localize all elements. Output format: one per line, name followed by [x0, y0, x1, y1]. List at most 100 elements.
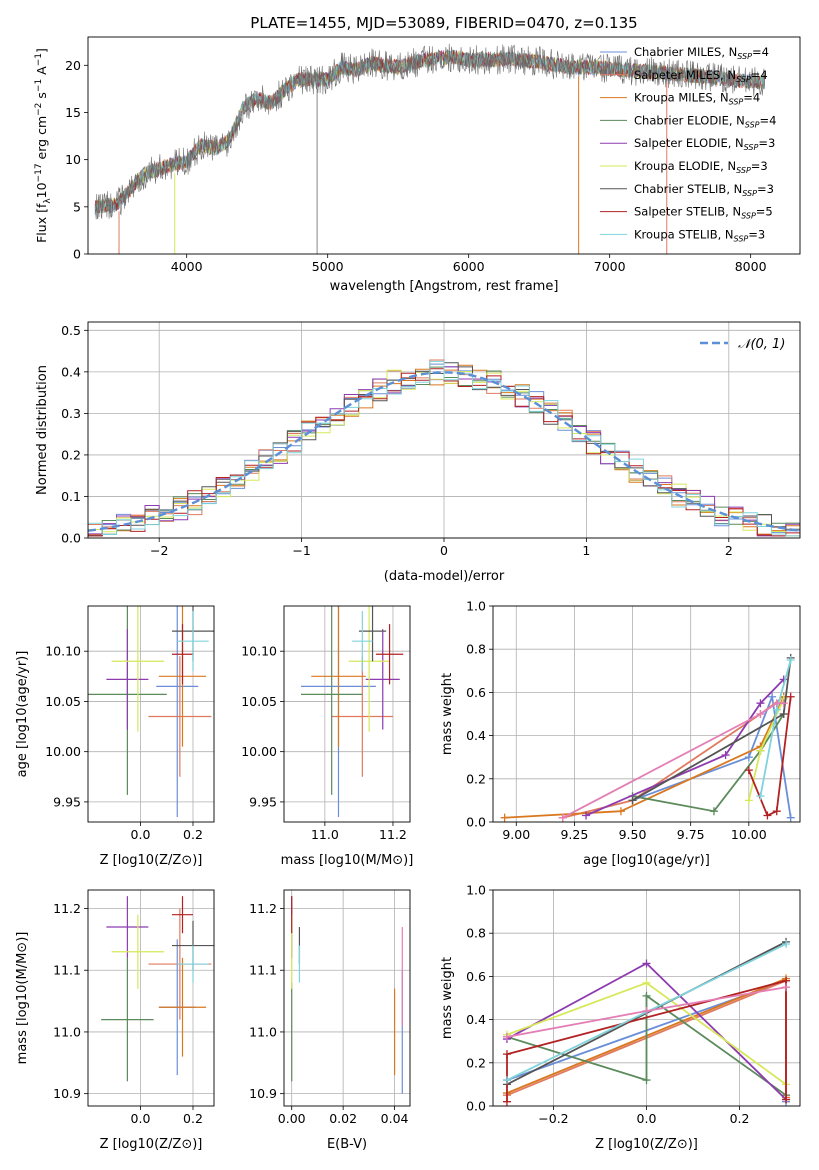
legend-label: Salpeter MILES, NSSP=4: [634, 68, 768, 84]
weight-marker: [502, 1032, 511, 1041]
y-tick-label: 0.3: [61, 406, 81, 421]
y-tick-label: 0.6: [466, 969, 486, 984]
weight-marker: [628, 796, 637, 805]
legend-label: Chabrier ELODIE, NSSP=4: [634, 113, 776, 129]
weight-marker: [756, 699, 765, 708]
weight-marker: [744, 796, 753, 805]
y-tick-label: 5: [73, 199, 81, 214]
weight-marker: [642, 1076, 651, 1085]
y-tick-label: 0.6: [466, 685, 486, 700]
weight-marker: [779, 699, 788, 708]
residual-hist-panel: −2 −1 0 1 2 0.0 0.1 0.2 0.3 0.4 0.5 (data-model)/er…: [35, 321, 801, 584]
weight-marker: [642, 959, 651, 968]
weight-series: [500, 692, 788, 822]
legend-label: Kroupa ELODIE, NSSP=3: [634, 159, 768, 175]
legend: Chabrier MILES, NSSP=4 Salpeter MILES, NS…: [600, 45, 776, 243]
weight-marker: [744, 753, 753, 762]
y-tick-label: 10.05: [241, 694, 277, 709]
x-tick-label: 5000: [312, 259, 344, 274]
observed-spectrum-line: [94, 43, 765, 220]
weight-marker: [502, 1097, 511, 1106]
y-axis-label: age [log10(age/yr)]: [15, 651, 30, 778]
y-tick-label: 0: [73, 247, 81, 262]
weight-marker: [763, 811, 772, 820]
legend-label: Chabrier STELIB, NSSP=3: [634, 182, 774, 198]
error-bar-point: [365, 629, 400, 730]
error-bar-point: [348, 606, 390, 732]
x-tick-label: 10.00: [731, 827, 767, 842]
x-axis-label: Z [log10(Z/Z⊙)]: [595, 1137, 698, 1152]
weight-line: [504, 696, 785, 819]
legend-label: Chabrier MILES, NSSP=4: [634, 45, 769, 61]
y-tick-label: 15: [65, 105, 81, 120]
weight-marker: [642, 978, 651, 987]
spectrum-plot-area: [94, 43, 766, 254]
x-tick-label: −1: [292, 543, 310, 558]
weight-marker: [721, 751, 730, 760]
x-tick-label: 9.00: [502, 827, 530, 842]
x-tick-label: 0.2: [183, 1111, 203, 1126]
weight-series: [582, 675, 788, 820]
error-bar-point: [177, 945, 209, 983]
y-tick-label: 0.0: [466, 1099, 486, 1114]
y-tick-label: 11.2: [53, 901, 81, 916]
y-tick-label: 10: [65, 152, 81, 167]
x-tick-label: 11.2: [379, 827, 407, 842]
weight-marker: [616, 807, 625, 816]
axes-frame: [283, 605, 411, 823]
mass-vs-z-panel: 0.0 0.2 10.9 11.0 11.1 11.2 Z [log10(Z/Z⊙)] mas…: [15, 889, 215, 1152]
x-tick-label: 0.04: [381, 1111, 409, 1126]
x-tick-label: 9.50: [619, 827, 647, 842]
error-bar-point: [331, 656, 393, 777]
axes-frame: [87, 889, 215, 1107]
axes-frame: [283, 889, 411, 1107]
error-bar-point: [172, 896, 193, 934]
y-tick-label: 10.05: [45, 694, 81, 709]
y-tick-label: 11.1: [249, 963, 277, 978]
y-tick-label: 0.4: [61, 364, 81, 379]
x-tick-label: 0.2: [183, 827, 203, 842]
error-bar-point: [177, 611, 209, 672]
legend: 𝒩(0, 1): [700, 337, 785, 352]
y-tick-label: 11.1: [53, 963, 81, 978]
y-tick-label: 0.2: [466, 771, 486, 786]
weight-marker: [756, 710, 765, 718]
y-tick-label: 10.00: [45, 744, 81, 759]
weight-marker: [756, 792, 765, 801]
y-tick-label: 1.0: [466, 599, 486, 614]
weight-marker: [709, 807, 718, 816]
histogram-step-line: [88, 368, 800, 537]
weight-marker: [502, 1050, 511, 1059]
y-tick-label: 10.00: [241, 744, 277, 759]
axes-frame: [492, 605, 801, 823]
x-tick-label: 4000: [171, 259, 203, 274]
x-tick-label: 0.00: [278, 1111, 306, 1126]
weight-line: [506, 994, 787, 1096]
x-tick-label: 11.0: [311, 827, 339, 842]
y-tick-label: 0.8: [466, 642, 486, 657]
weight-series: [628, 692, 795, 822]
gaussian-curve: [88, 371, 800, 532]
legend-label: Salpeter ELODIE, NSSP=3: [634, 136, 775, 152]
y-tick-label: 1.0: [466, 883, 486, 898]
weight-marker: [642, 991, 651, 1000]
x-tick-label: 0.0: [131, 1111, 151, 1126]
x-tick-label: 1: [582, 543, 590, 558]
y-axis-label: mass weight: [440, 673, 455, 755]
axes-frame: [87, 36, 801, 255]
weight-line: [747, 696, 792, 817]
weight-series: [744, 692, 795, 820]
mass-vs-z-plot-area: [101, 896, 214, 1082]
residual-hist-plot-area: [88, 359, 800, 537]
y-tick-label: 0.1: [61, 489, 81, 504]
y-tick-label: 0.0: [466, 815, 486, 830]
weight-marker: [500, 813, 509, 822]
y-tick-label: 9.95: [249, 794, 277, 809]
y-tick-label: 9.95: [53, 794, 81, 809]
histogram-step-line: [88, 360, 800, 537]
weight-marker: [744, 766, 753, 775]
x-tick-label: 6000: [453, 259, 485, 274]
age-vs-mass-panel: 11.0 11.2 9.95 10.00 10.05 10.10 mass [log10(M…: [241, 605, 413, 868]
weight-marker: [782, 940, 791, 948]
age-vs-mass-plot-area: [301, 606, 404, 817]
